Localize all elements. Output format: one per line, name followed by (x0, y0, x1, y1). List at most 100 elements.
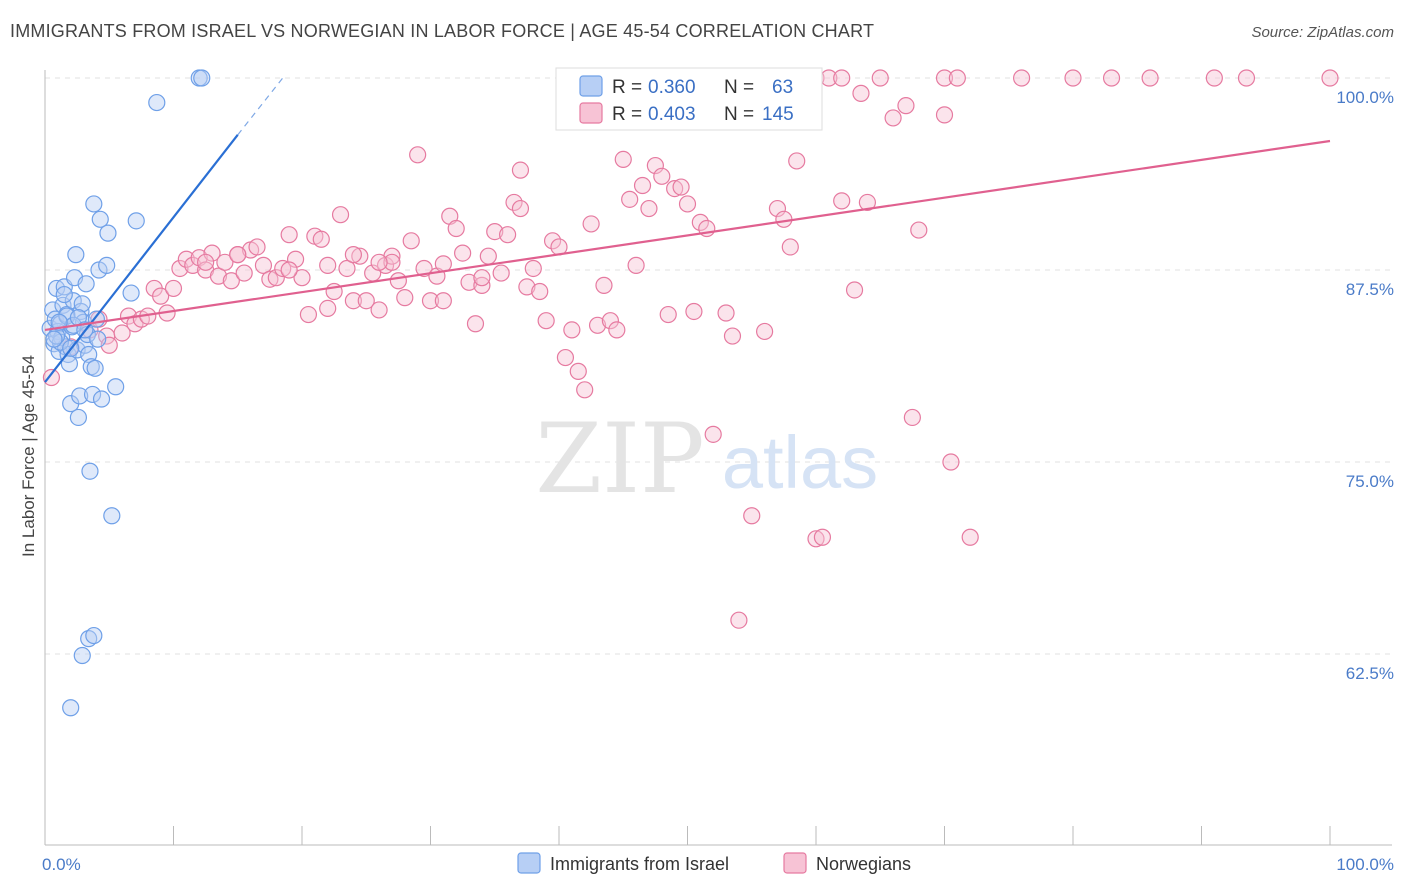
norwegian-point-133 (1237, 69, 1256, 87)
legend-swatch-israel (579, 75, 603, 97)
norwegian-point-140 (280, 261, 298, 279)
bottom-legend-norwegians: Norwegians (816, 854, 911, 874)
norwegian-point-99 (717, 304, 735, 322)
norwegian-point-14 (164, 279, 183, 298)
norwegian-point-40 (331, 206, 350, 224)
norwegian-point-117 (935, 106, 954, 124)
norwegian-point-134 (1321, 69, 1339, 87)
y-tick-label-3: 62.5% (1346, 664, 1394, 683)
norwegian-point-27 (248, 238, 266, 256)
norwegian-point-70 (524, 259, 542, 278)
norwegian-point-51 (402, 232, 420, 250)
norwegian-point-38 (319, 256, 337, 274)
y-axis-title: In Labor Force | Age 45-54 (19, 355, 38, 557)
norwegian-point-29 (261, 270, 279, 288)
norwegian-point-66 (499, 226, 517, 244)
norwegian-point-23 (222, 272, 240, 290)
norwegian-point-28 (254, 256, 273, 274)
norwegian-point-6 (113, 324, 131, 342)
israel-point-40 (98, 256, 116, 274)
legend-swatch-norwegians (579, 102, 603, 124)
norwegian-point-92 (666, 179, 684, 198)
israel-point-50 (73, 646, 91, 665)
norwegian-point-84 (614, 150, 632, 169)
norwegian-point-73 (543, 232, 562, 250)
israel-point-27 (77, 275, 95, 293)
norwegian-point-64 (486, 223, 504, 241)
norwegian-point-129 (1064, 69, 1082, 87)
trend-lines (44, 77, 1331, 383)
norwegian-point-68 (511, 161, 530, 179)
legend-r-label-israel: R = (612, 77, 642, 98)
israel-point-33 (85, 195, 103, 213)
x-tick-label-right: 100.0% (1336, 855, 1394, 874)
israel-point-49 (62, 699, 80, 717)
legend-r-label-norwegians: R = (612, 104, 642, 125)
norwegian-point-60 (460, 273, 478, 291)
norwegian-point-132 (1205, 69, 1223, 87)
norwegian-point-69 (518, 278, 536, 296)
norwegian-point-20 (203, 244, 221, 262)
legend-n-label-israel: N = (724, 77, 754, 98)
norwegian-point-49 (389, 272, 407, 290)
israel-point-30 (81, 462, 99, 480)
norwegian-point-61 (466, 315, 485, 333)
norwegian-point-35 (299, 305, 318, 324)
x-tick-label-left: 0.0% (42, 855, 81, 874)
norwegian-point-128 (1012, 69, 1031, 87)
norwegian-point-95 (685, 302, 703, 321)
norwegian-point-12 (152, 287, 170, 305)
watermark-atlas: atlas (722, 421, 878, 504)
norwegian-point-54 (421, 292, 440, 310)
norwegian-point-94 (678, 195, 697, 213)
stats-legend: R = 0.360 N = 63 R = 0.403 N = 145 (555, 67, 823, 131)
israel-point-42 (103, 507, 121, 525)
israel-trend-line (44, 134, 239, 383)
israel-point-45 (127, 212, 145, 230)
norwegian-point-93 (672, 178, 690, 196)
norwegian-point-72 (537, 312, 555, 330)
israel-point-41 (99, 224, 117, 242)
israel-point-19 (67, 246, 85, 264)
norwegian-point-135 (197, 253, 215, 271)
israel-point-34 (86, 359, 104, 377)
norwegian-point-109 (813, 528, 832, 546)
norwegian-point-52 (409, 146, 427, 164)
norwegian-point-77 (569, 362, 587, 380)
norwegian-point-111 (845, 281, 864, 299)
data-points (41, 69, 1339, 717)
israel-point-24 (73, 295, 91, 313)
legend-r-israel: 0.360 (648, 77, 696, 98)
x-tick-labels: 0.0% 100.0% (42, 855, 1394, 874)
norwegian-point-110 (833, 192, 851, 210)
norwegian-point-136 (229, 246, 247, 264)
norwegian-point-41 (338, 259, 356, 278)
watermark-zip: ZIP (535, 403, 704, 515)
norwegian-point-79 (582, 215, 600, 233)
israel-point-36 (89, 330, 107, 348)
bottom-legend-swatch-norwegians (783, 852, 807, 874)
norwegian-point-112 (858, 193, 877, 212)
norwegian-point-65 (492, 264, 510, 282)
norwegian-point-143 (370, 253, 388, 271)
y-tick-labels: 100.0% 87.5% 75.0% 62.5% (1336, 88, 1394, 683)
series-legend: Immigrants from Israel Norwegians (517, 852, 911, 874)
norwegian-point-46 (370, 301, 388, 319)
norwegian-point-107 (788, 152, 806, 170)
israel-point-61 (45, 330, 63, 348)
israel-point-52 (85, 626, 103, 645)
israel-point-43 (107, 378, 125, 396)
norwegian-point-113 (884, 109, 902, 127)
israel-point-44 (122, 284, 140, 302)
norwegian-point-126 (935, 69, 954, 87)
norwegian-point-33 (286, 250, 305, 268)
norwegian-point-127 (948, 69, 966, 87)
norwegian-point-83 (608, 321, 626, 339)
norwegian-point-44 (357, 292, 375, 310)
norwegian-point-96 (691, 213, 709, 231)
israel-point-39 (92, 390, 111, 408)
norwegian-point-103 (755, 322, 774, 341)
israel-point-22 (71, 387, 89, 405)
norwegian-point-91 (659, 305, 677, 324)
norwegian-point-81 (595, 276, 613, 294)
